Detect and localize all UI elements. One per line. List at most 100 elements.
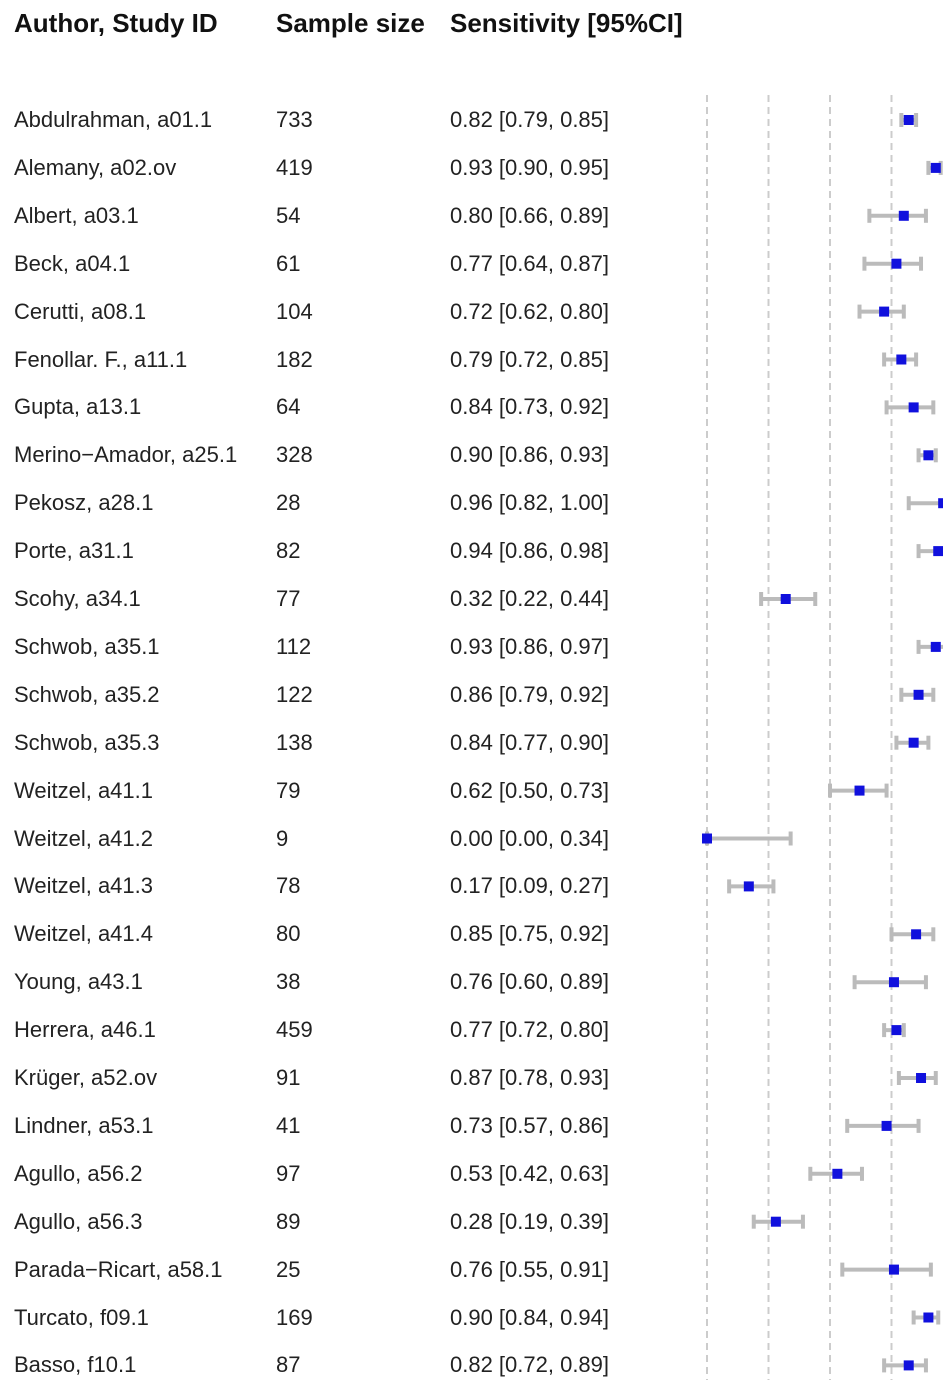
author-cell: Weitzel, a41.1 <box>14 777 154 803</box>
sensitivity-cell: 0.82 [0.72, 0.89] <box>450 1352 610 1378</box>
table-row: Young, a43.1 38 0.76 [0.60, 0.89] <box>0 967 700 997</box>
sample-size-cell: 41 <box>276 1112 301 1138</box>
sample-size-cell: 78 <box>276 873 301 899</box>
sample-size-cell: 138 <box>276 729 313 755</box>
table-row: Weitzel, a41.1 79 0.62 [0.50, 0.73] <box>0 776 700 806</box>
author-cell: Merino−Amador, a25.1 <box>14 442 238 468</box>
sensitivity-cell: 0.90 [0.84, 0.94] <box>450 1304 610 1330</box>
point-estimate <box>923 1312 934 1323</box>
sample-size-cell: 79 <box>276 777 301 803</box>
sensitivity-cell: 0.00 [0.00, 0.34] <box>450 825 610 851</box>
sample-size-cell: 25 <box>276 1256 301 1282</box>
sample-size-cell: 97 <box>276 1160 301 1186</box>
table-row: Alemany, a02.ov 419 0.93 [0.90, 0.95] <box>0 153 700 183</box>
sample-size-cell: 328 <box>276 442 313 468</box>
table-row: Porte, a31.1 82 0.94 [0.86, 0.98] <box>0 536 700 566</box>
table-row: Gupta, a13.1 64 0.84 [0.73, 0.92] <box>0 392 700 422</box>
table-row: Pekosz, a28.1 28 0.96 [0.82, 1.00] <box>0 488 700 518</box>
point-estimate <box>916 1073 927 1083</box>
author-cell: Basso, f10.1 <box>14 1352 137 1378</box>
point-estimate <box>903 115 914 125</box>
sample-size-column-header: Sample size <box>276 8 425 38</box>
sensitivity-cell: 0.80 [0.66, 0.89] <box>450 202 610 228</box>
point-estimate <box>780 594 791 604</box>
point-estimate <box>770 1216 781 1227</box>
sample-size-cell: 64 <box>276 394 301 420</box>
author-cell: Herrera, a46.1 <box>14 1017 156 1043</box>
point-estimate <box>896 354 907 365</box>
author-cell: Parada−Ricart, a58.1 <box>14 1256 223 1282</box>
point-estimate <box>908 737 919 748</box>
point-estimate <box>903 1360 914 1371</box>
sample-size-cell: 459 <box>276 1017 313 1043</box>
sensitivity-cell: 0.32 [0.22, 0.44] <box>450 586 610 611</box>
sensitivity-cell: 0.62 [0.50, 0.73] <box>450 777 610 803</box>
sample-size-cell: 54 <box>276 202 301 228</box>
sensitivity-cell: 0.82 [0.79, 0.85] <box>450 107 610 132</box>
table-row: Herrera, a46.1 459 0.77 [0.72, 0.80] <box>0 1015 700 1045</box>
sensitivity-cell: 0.76 [0.55, 0.91] <box>450 1256 610 1282</box>
sensitivity-cell: 0.86 [0.79, 0.92] <box>450 681 610 707</box>
author-cell: Alemany, a02.ov <box>14 154 177 180</box>
point-estimate <box>891 1025 902 1036</box>
author-cell: Albert, a03.1 <box>14 202 139 228</box>
point-estimate <box>938 498 943 509</box>
point-estimate <box>930 641 941 652</box>
point-estimate <box>891 258 902 269</box>
point-estimate <box>888 1264 899 1275</box>
sensitivity-cell: 0.77 [0.64, 0.87] <box>450 250 610 276</box>
point-estimate <box>702 833 712 844</box>
point-estimate <box>881 1120 892 1131</box>
sensitivity-cell: 0.76 [0.60, 0.89] <box>450 969 610 995</box>
sample-size-cell: 82 <box>276 538 301 564</box>
sample-size-cell: 112 <box>276 633 312 659</box>
point-estimate <box>933 546 943 557</box>
author-cell: Pekosz, a28.1 <box>14 490 154 516</box>
sample-size-cell: 87 <box>276 1352 301 1378</box>
table-row: Krüger, a52.ov 91 0.87 [0.78, 0.93] <box>0 1063 700 1093</box>
sensitivity-cell: 0.84 [0.73, 0.92] <box>450 394 610 420</box>
sensitivity-cell: 0.79 [0.72, 0.85] <box>450 346 610 372</box>
table-row: Agullo, a56.2 97 0.53 [0.42, 0.63] <box>0 1159 700 1189</box>
sensitivity-cell: 0.87 [0.78, 0.93] <box>450 1065 610 1090</box>
table-row: Schwob, a35.3 138 0.84 [0.77, 0.90] <box>0 728 700 758</box>
table-row: Parada−Ricart, a58.1 25 0.76 [0.55, 0.91] <box>0 1255 700 1285</box>
author-cell: Beck, a04.1 <box>14 250 131 276</box>
table-row: Basso, f10.1 87 0.82 [0.72, 0.89] <box>0 1350 700 1380</box>
point-estimate <box>743 881 754 892</box>
sample-size-cell: 733 <box>276 107 313 132</box>
table-row: Beck, a04.1 61 0.77 [0.64, 0.87] <box>0 249 700 279</box>
point-estimate <box>898 210 909 221</box>
author-column-header: Author, Study ID <box>14 8 218 38</box>
point-estimate <box>888 977 899 988</box>
sample-size-cell: 169 <box>276 1304 313 1330</box>
sample-size-cell: 77 <box>276 586 301 611</box>
point-estimate <box>930 162 941 173</box>
point-estimate <box>923 450 934 461</box>
table-row: Schwob, a35.1 112 0.93 [0.86, 0.97] <box>0 632 700 662</box>
sample-size-cell: 9 <box>276 825 289 851</box>
sensitivity-cell: 0.94 [0.86, 0.98] <box>450 538 610 564</box>
sensitivity-cell: 0.93 [0.86, 0.97] <box>450 633 610 659</box>
sensitivity-cell: 0.17 [0.09, 0.27] <box>450 873 610 899</box>
author-cell: Agullo, a56.3 <box>14 1208 143 1234</box>
sample-size-cell: 182 <box>276 346 313 372</box>
sensitivity-cell: 0.85 [0.75, 0.92] <box>450 921 610 947</box>
point-estimate <box>913 689 924 700</box>
author-cell: Krüger, a52.ov <box>14 1065 158 1090</box>
author-cell: Abdulrahman, a01.1 <box>14 107 213 132</box>
sample-size-cell: 61 <box>276 250 301 276</box>
sensitivity-cell: 0.72 [0.62, 0.80] <box>450 298 610 324</box>
sample-size-cell: 80 <box>276 921 301 947</box>
sensitivity-cell: 0.93 [0.90, 0.95] <box>450 154 610 180</box>
sample-size-cell: 91 <box>276 1065 301 1090</box>
table-row: Schwob, a35.2 122 0.86 [0.79, 0.92] <box>0 680 700 710</box>
table-row: Abdulrahman, a01.1 733 0.82 [0.79, 0.85] <box>0 105 700 135</box>
author-cell: Schwob, a35.2 <box>14 681 160 707</box>
sensitivity-cell: 0.28 [0.19, 0.39] <box>450 1208 610 1234</box>
author-cell: Agullo, a56.2 <box>14 1160 143 1186</box>
author-cell: Schwob, a35.3 <box>14 729 160 755</box>
sample-size-cell: 38 <box>276 969 301 995</box>
author-cell: Gupta, a13.1 <box>14 394 142 420</box>
